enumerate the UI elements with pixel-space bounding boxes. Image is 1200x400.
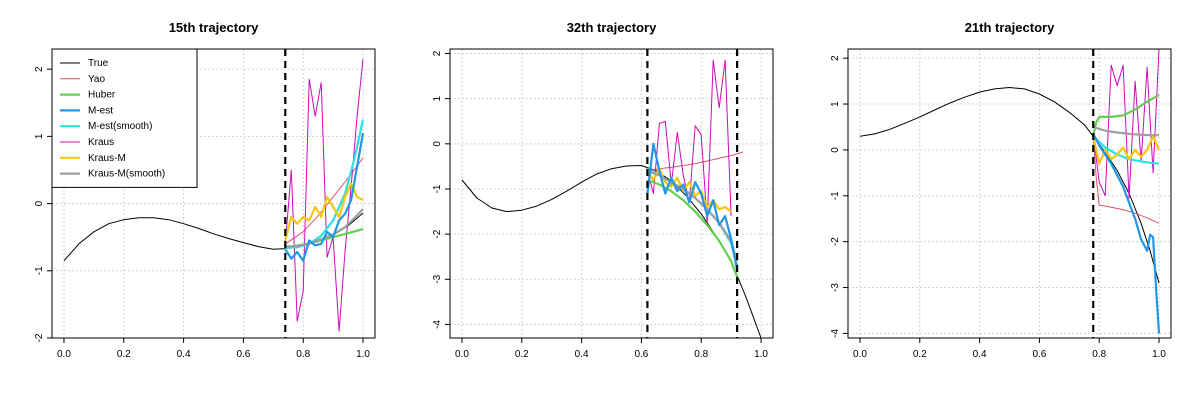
series-line-kraus-m-smooth — [647, 169, 739, 262]
x-tick-label: 0.0 — [853, 349, 867, 360]
x-tick-label: 0.0 — [57, 349, 71, 360]
plot-frame — [51, 48, 376, 339]
y-tick-label: -2 — [432, 229, 443, 238]
y-tick-label: -4 — [432, 320, 443, 329]
series-line-kraus — [1092, 49, 1160, 199]
series-line-true — [859, 87, 1160, 284]
legend-label: Huber — [88, 90, 116, 101]
series-line-kraus-m — [646, 167, 732, 213]
y-tick-label: -2 — [830, 237, 841, 246]
y-tick-label: 1 — [432, 95, 443, 101]
series-line-m-est — [646, 142, 739, 271]
y-tick-label: -3 — [830, 283, 841, 292]
x-tick-label: 0.6 — [1032, 349, 1046, 360]
chart-title: 21th trajectory — [965, 20, 1055, 35]
x-tick-label: 1.0 — [356, 349, 370, 360]
y-tick-label: -2 — [34, 333, 45, 342]
x-tick-label: 0.8 — [694, 349, 708, 360]
x-tick-label: 0.6 — [634, 349, 648, 360]
y-tick-label: -3 — [432, 274, 443, 283]
series-line-kraus-m-smooth — [285, 208, 364, 248]
chart-panel-2: 0.0 0.2 0.4 0.6 0.8 1.0 -4 -3 -2 -1 0 1 2 32th trajec… — [432, 20, 774, 360]
series-line-kraus-m-smooth — [1092, 125, 1159, 137]
series-line-yao — [647, 151, 744, 172]
y-tick-label: 1 — [34, 133, 45, 139]
chart-title: 32th trajectory — [567, 20, 657, 35]
legend-label: M-est — [88, 105, 113, 116]
legend-label: Yao — [88, 74, 105, 85]
series-group — [63, 59, 365, 332]
chart-panel-1: 0.0 0.2 0.4 0.6 0.8 1.0 -2 -1 0 1 2 15th trajectory… — [34, 20, 376, 360]
series-group — [859, 49, 1161, 334]
series-line-m-est — [284, 132, 365, 262]
y-tick-label: -4 — [830, 329, 841, 338]
x-tick-label: 0.8 — [1092, 349, 1106, 360]
legend-label: M-est(smooth) — [88, 121, 152, 132]
y-tick-label: 2 — [432, 50, 443, 56]
x-tick-label: 1.0 — [754, 349, 768, 360]
legend-label: Kraus-M(smooth) — [88, 169, 165, 180]
series-line-m-est — [1092, 133, 1161, 334]
x-tick-label: 1.0 — [1152, 349, 1166, 360]
series-line-yao — [1092, 136, 1160, 224]
legend-label: True — [88, 58, 109, 69]
legend: True Yao Huber M-est M-est(smooth) Kraus Kraus… — [51, 48, 198, 188]
y-tick-label: 1 — [830, 101, 841, 107]
plot-frame — [449, 48, 774, 339]
series-line-kraus — [284, 59, 364, 332]
legend-label: Kraus — [88, 137, 114, 148]
y-tick-label: -1 — [830, 191, 841, 200]
x-tick-label: 0.4 — [575, 349, 589, 360]
x-tick-label: 0.0 — [455, 349, 469, 360]
y-tick-label: 0 — [34, 200, 45, 206]
series-line-m-est-smooth — [285, 119, 365, 249]
y-tick-label: -1 — [34, 266, 45, 275]
x-tick-label: 0.2 — [913, 349, 927, 360]
x-tick-label: 0.2 — [117, 349, 131, 360]
y-tick-label: 0 — [432, 141, 443, 147]
y-tick-label: -1 — [432, 184, 443, 193]
y-tick-label: 0 — [830, 147, 841, 153]
x-tick-label: 0.6 — [236, 349, 250, 360]
chart-panel-3: 0.0 0.2 0.4 0.6 0.8 1.0 -4 -3 -2 -1 0 1 2 21th trajec… — [830, 20, 1172, 360]
plot-frame — [847, 48, 1172, 339]
series-line-true — [461, 165, 762, 338]
series-line-kraus — [646, 59, 732, 224]
y-tick-label: 2 — [34, 66, 45, 72]
legend-box — [51, 48, 198, 188]
chart-title: 15th trajectory — [169, 20, 259, 35]
y-tick-label: 2 — [830, 55, 841, 61]
series-line-huber — [1092, 93, 1160, 137]
series-line-kraus-m — [284, 182, 364, 241]
legend-label: Kraus-M — [88, 153, 126, 164]
x-tick-label: 0.4 — [177, 349, 191, 360]
series-group — [461, 59, 762, 338]
x-tick-label: 0.8 — [296, 349, 310, 360]
x-tick-label: 0.4 — [973, 349, 987, 360]
x-tick-label: 0.2 — [515, 349, 529, 360]
